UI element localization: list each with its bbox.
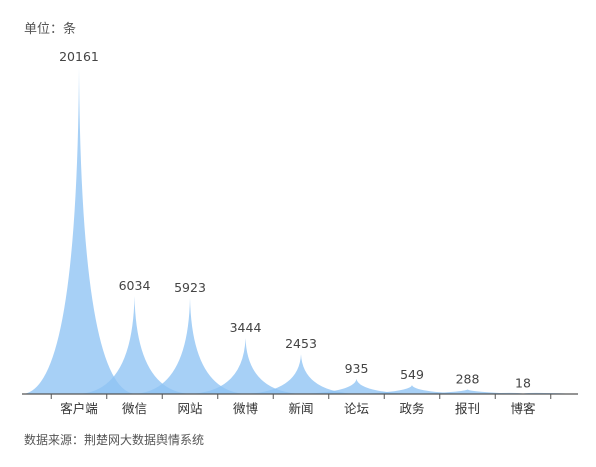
- value-label: 288: [456, 371, 480, 386]
- value-label: 2453: [285, 336, 317, 351]
- peak-报刊: [410, 389, 525, 394]
- value-label: 935: [345, 361, 369, 376]
- peak-论坛: [299, 378, 414, 394]
- source-note: 数据来源：荆楚网大数据舆情系统: [24, 433, 205, 447]
- peak-微信: [77, 296, 192, 394]
- x-axis-ticks: [50, 394, 552, 399]
- unit-label: 单位：条: [24, 22, 77, 37]
- category-label: 微博: [233, 401, 259, 416]
- peaks-layer: [22, 67, 580, 394]
- value-labels: 20161 6034 5923 3444 2453 935 549 288 18: [59, 49, 531, 391]
- value-label: 3444: [230, 320, 262, 335]
- category-label: 新闻: [288, 401, 313, 416]
- value-label: 5923: [174, 280, 206, 295]
- category-labels: 客户端 微信 网站 微博 新闻 论坛 政务 报刊 博客: [60, 401, 536, 416]
- category-label: 政务: [399, 401, 424, 416]
- peak-客户端: [22, 67, 136, 394]
- category-label: 论坛: [344, 401, 369, 416]
- peak-网站: [133, 297, 247, 394]
- value-label: 6034: [119, 278, 151, 293]
- value-label: 549: [400, 367, 424, 382]
- category-label: 微信: [122, 401, 147, 416]
- peak-新闻: [244, 354, 358, 394]
- peak-政务: [355, 385, 469, 394]
- value-label: 18: [515, 376, 531, 391]
- category-label: 报刊: [455, 401, 480, 416]
- category-label: 博客: [510, 401, 536, 416]
- category-label: 网站: [177, 401, 202, 416]
- peak-微博: [188, 338, 303, 394]
- category-label: 客户端: [60, 401, 98, 416]
- value-label: 20161: [59, 49, 99, 64]
